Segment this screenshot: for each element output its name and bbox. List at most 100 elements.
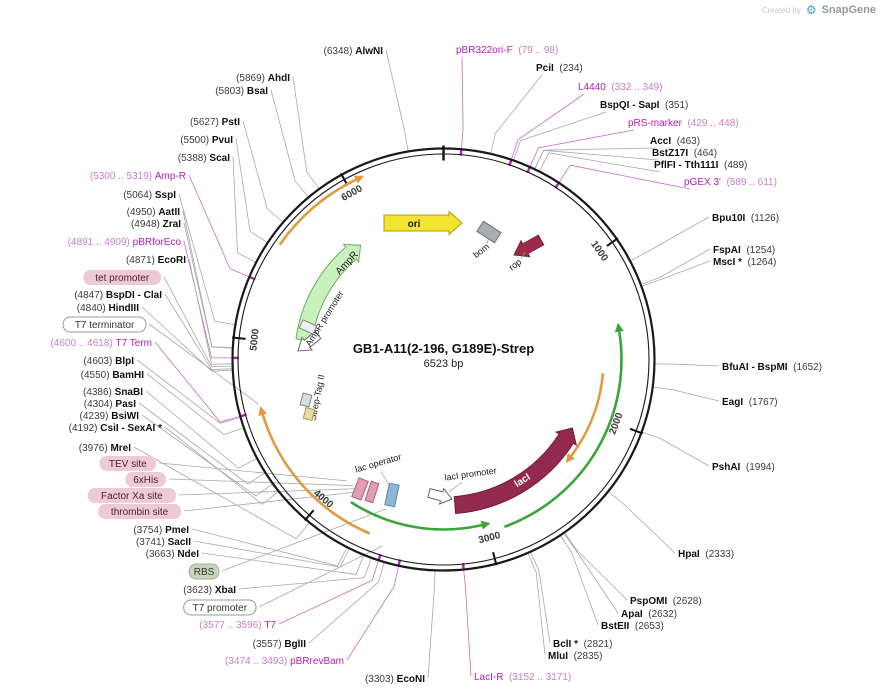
enzyme-label-xbai[interactable]: (3623) XbaI	[183, 585, 236, 596]
enzyme-label-pmei[interactable]: (3754) PmeI	[133, 525, 189, 536]
enzyme-label-ndei[interactable]: (3663) NdeI	[146, 549, 200, 560]
feature-site-box-2[interactable]	[364, 480, 380, 504]
feature-badge-label-t7-terminator: T7 terminator	[75, 320, 135, 331]
enzyme-label-bspdi-clai[interactable]: (4847) BspDI - ClaI	[74, 290, 162, 301]
feature-label-ori[interactable]: ori	[408, 219, 421, 230]
primer-label-pbrrevbam[interactable]: (3474 .. 3493) pBRrevBam	[225, 656, 344, 667]
enzyme-label-aatii[interactable]: (4950) AatII	[127, 207, 181, 218]
feature-ampr-promoter[interactable]	[297, 330, 322, 352]
tick-label-1000: 1000	[588, 239, 610, 264]
enzyme-label-ahdi[interactable]: (5869) AhdI	[236, 73, 290, 84]
enzyme-label-sspi[interactable]: (5064) SspI	[123, 190, 176, 201]
feature-lac-operator-box[interactable]	[384, 482, 400, 508]
tick-5000	[232, 336, 246, 340]
enzyme-label-snabi[interactable]: (4386) SnaBI	[83, 387, 143, 398]
primer-label-l4440[interactable]: L4440 (332 .. 349)	[578, 82, 663, 93]
enzyme-label-bamhi[interactable]: (4550) BamHI	[81, 370, 145, 381]
enzyme-label-hindiii[interactable]: (4840) HindIII	[77, 303, 139, 314]
enzyme-label-mlui[interactable]: MluI (2835)	[548, 651, 602, 662]
enzyme-label-scai[interactable]: (5388) ScaI	[178, 153, 230, 164]
feature-site-box-1[interactable]	[351, 477, 369, 501]
feature-badge-rbs[interactable]	[188, 563, 220, 580]
enzyme-label-bcli[interactable]: BclI * (2821)	[553, 639, 612, 650]
enzyme-label-bspqi-sapi[interactable]: BspQI - SapI (351)	[600, 100, 688, 111]
enzyme-label-bsai[interactable]: (5803) BsaI	[215, 86, 268, 97]
feature-label-lac-operator-box[interactable]: lac operator	[354, 452, 402, 475]
feature-badge-tet-promoter[interactable]	[83, 270, 161, 285]
primer-label-pbr322ori-f[interactable]: pBR322ori-F (79 .. 98)	[456, 45, 558, 56]
enzyme-label-sacii[interactable]: (3741) SacII	[136, 537, 191, 548]
enzyme-label-fspai[interactable]: FspAI (1254)	[713, 245, 775, 256]
feature-badge-tev-site[interactable]	[99, 456, 156, 471]
enzyme-label-pflfi-tth111i[interactable]: PflFI - Tth111I (489)	[654, 160, 747, 171]
enzyme-label-pasi[interactable]: (4304) PasI	[84, 399, 136, 410]
enzyme-label-pvui[interactable]: (5500) PvuI	[180, 135, 233, 146]
feature-label-rop[interactable]: rop	[507, 257, 523, 273]
feature-orf-arc-topleft-orange[interactable]	[278, 178, 357, 246]
enzyme-label-mrei[interactable]: (3976) MreI	[79, 443, 131, 454]
feature-orf-arc-right-green[interactable]	[503, 331, 623, 529]
enzyme-label-bsiwi[interactable]: (4239) BsiWI	[80, 411, 140, 422]
enzyme-label-pspomi[interactable]: PspOMI (2628)	[630, 596, 702, 607]
leader-tet-promoter	[163, 276, 232, 368]
enzyme-label-msci[interactable]: MscI * (1264)	[713, 257, 776, 268]
feature-badge-factor-xa-site[interactable]	[87, 488, 176, 503]
primer-label-amp-r[interactable]: (5300 .. 5319) Amp-R	[90, 171, 186, 182]
leader-bfuai-bspmi	[653, 363, 720, 367]
enzyme-label-eagi[interactable]: EagI (1767)	[722, 397, 778, 408]
feature-badge-t7-promoter[interactable]	[183, 599, 257, 616]
leader-pspomi	[563, 531, 628, 601]
enzyme-label-zrai[interactable]: (4948) ZraI	[131, 219, 181, 230]
feature-orf-arc-bottomleft-orange[interactable]	[261, 414, 371, 535]
enzyme-label-bpu10i[interactable]: Bpu10I (1126)	[712, 213, 779, 224]
feature-ori[interactable]	[383, 210, 463, 236]
feature-badge-thrombin-site[interactable]	[98, 504, 181, 519]
leader-bsteii	[559, 534, 599, 626]
feature-orf-arc-bottom-green[interactable]	[350, 501, 482, 531]
enzyme-label-csii-sexai[interactable]: (4192) CsiI - SexAI *	[69, 423, 162, 434]
feature-badge-label-tev-site: TEV site	[109, 459, 147, 470]
feature-strep-tag-box[interactable]	[299, 392, 313, 408]
enzyme-label-alwni[interactable]: (6348) AlwNI	[324, 46, 384, 57]
leader-pgex-3	[557, 164, 691, 190]
enzyme-label-pcii[interactable]: PciI (234)	[536, 63, 583, 74]
enzyme-label-psti[interactable]: (5627) PstI	[190, 117, 240, 128]
enzyme-label-econi[interactable]: (3303) EcoNI	[365, 674, 425, 685]
feature-laci[interactable]	[453, 427, 578, 515]
leader-econi	[427, 569, 436, 679]
enzyme-label-bstz17i[interactable]: BstZ17I (464)	[652, 148, 717, 159]
feature-orf-arc-right-orange[interactable]	[570, 373, 605, 457]
enzyme-label-blpi[interactable]: (4603) BlpI	[83, 356, 134, 367]
primer-label-pbrforeco[interactable]: (4891 .. 4909) pBRforEco	[68, 237, 182, 248]
snapgene-credit: Created by ⚙ SnapGene	[762, 4, 876, 16]
feature-ampr[interactable]	[295, 243, 362, 342]
feature-ampr-promoter-hatch[interactable]	[298, 319, 318, 335]
enzyme-label-acci[interactable]: AccI (463)	[650, 136, 700, 147]
leader-csii-sexai	[164, 426, 280, 505]
feature-badge-6xhis[interactable]	[125, 472, 167, 487]
enzyme-label-bglii[interactable]: (3557) BglII	[253, 639, 307, 650]
feature-badge-t7-terminator[interactable]	[62, 316, 147, 333]
enzyme-label-ecori[interactable]: (4871) EcoRI	[126, 255, 186, 266]
primer-label-t7[interactable]: (3577 .. 3596) T7	[199, 620, 276, 631]
snapgene-brand: SnapGene	[821, 4, 876, 16]
leader-hpai	[607, 490, 676, 554]
enzyme-label-bsteii[interactable]: BstEII (2653)	[601, 621, 664, 632]
leader-sspi	[178, 193, 237, 326]
enzyme-label-bfuai-bspmi[interactable]: BfuAI - BspMI (1652)	[722, 362, 822, 373]
feature-laci-promoter[interactable]	[427, 487, 453, 505]
feature-label-bom[interactable]: bom	[471, 241, 491, 260]
primer-label-pgex-3[interactable]: pGEX 3' (589 .. 611)	[684, 177, 777, 188]
leader-thrombin-site	[183, 491, 363, 512]
feature-bom[interactable]	[476, 220, 502, 244]
primer-label-prs-marker[interactable]: pRS-marker (429 .. 448)	[628, 118, 739, 129]
enzyme-label-apai[interactable]: ApaI (2632)	[621, 609, 677, 620]
feature-rop[interactable]	[513, 234, 545, 258]
enzyme-label-pshai[interactable]: PshAI (1994)	[712, 462, 775, 473]
feature-strep-tag-box-2[interactable]	[302, 406, 316, 422]
primer-label-laci-r[interactable]: LacI-R (3152 .. 3171)	[474, 672, 571, 683]
feature-label-laci-promoter[interactable]: lacI promoter	[444, 465, 497, 482]
enzyme-label-hpai[interactable]: HpaI (2333)	[678, 549, 734, 560]
leader-msci	[640, 260, 711, 288]
primer-label-t7-term[interactable]: (4600 .. 4618) T7 Term	[50, 338, 152, 349]
